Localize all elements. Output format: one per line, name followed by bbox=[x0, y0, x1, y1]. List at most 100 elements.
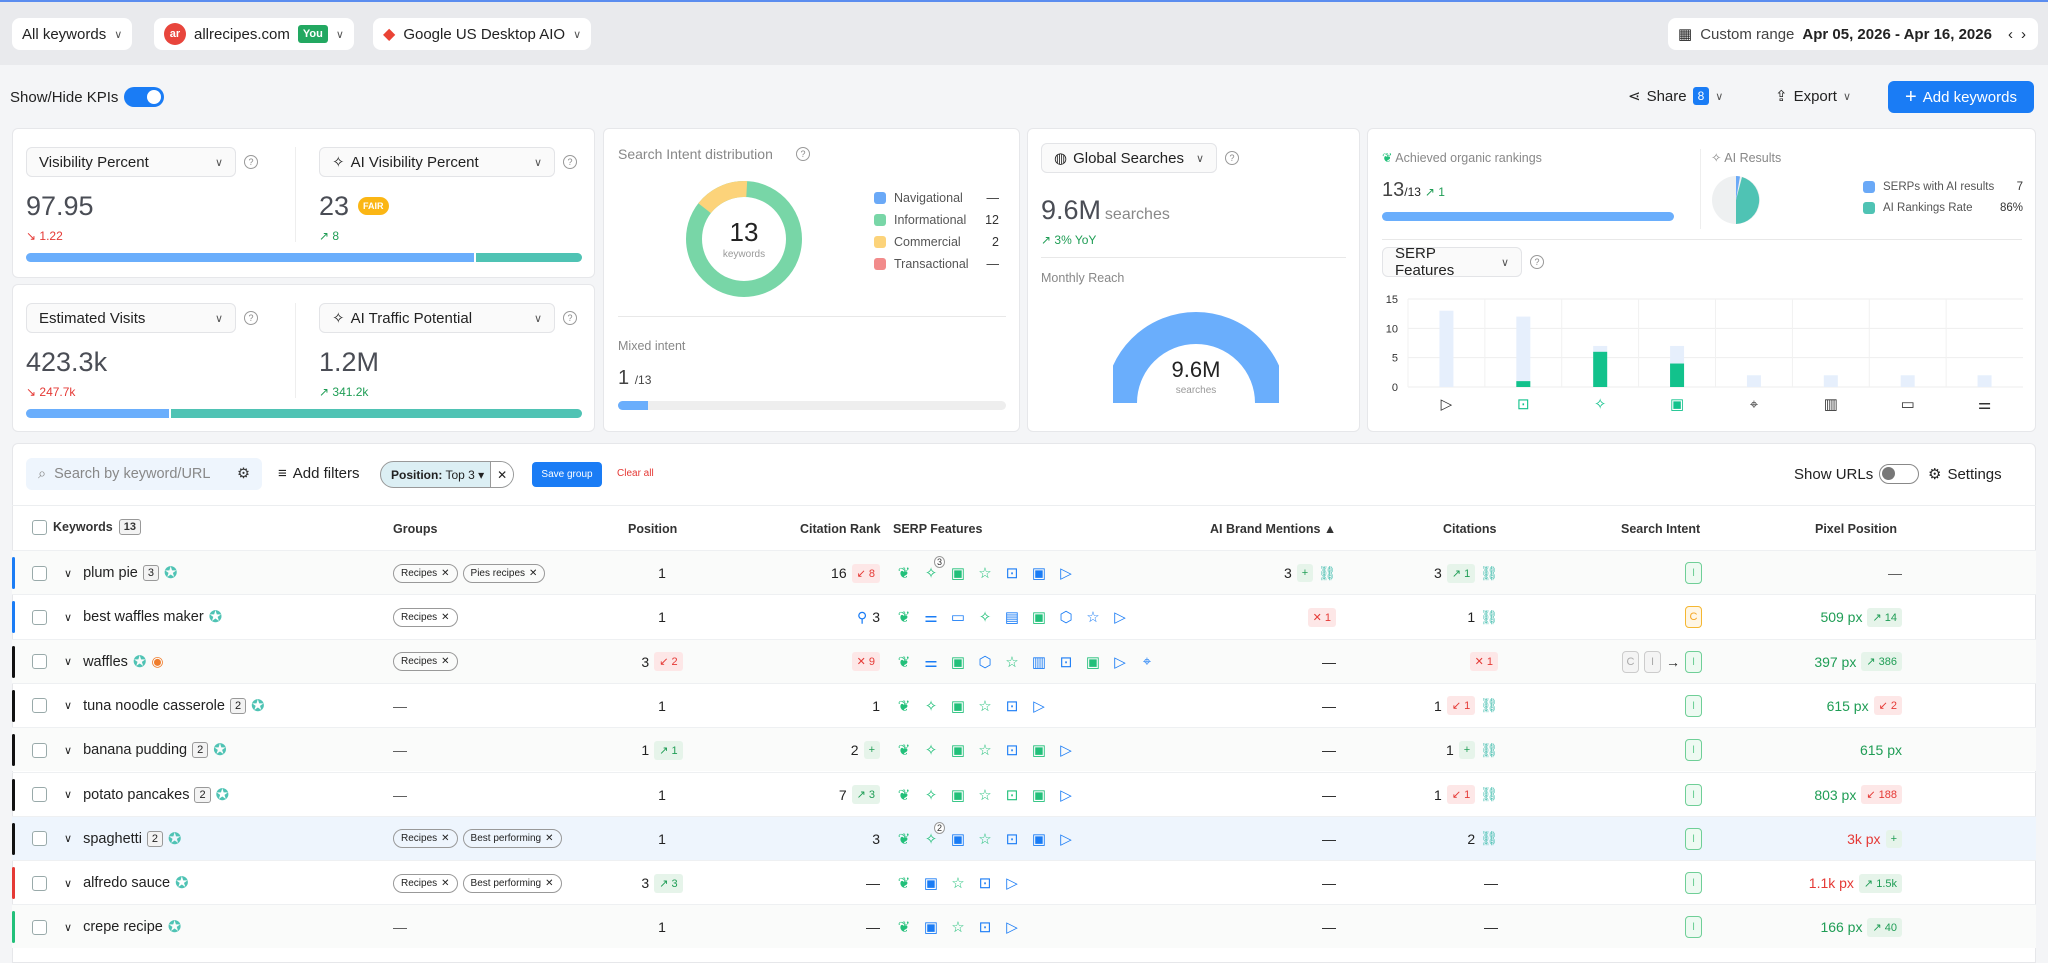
show-urls-toggle[interactable]: Show URLs bbox=[1794, 464, 1920, 484]
table-row[interactable]: ∨ alfredo sauce ✪ Recipes ✕ Best performing ✕ 3… bbox=[12, 860, 2036, 904]
leaf-icon[interactable]: ❦ bbox=[897, 565, 911, 582]
kpi-toggle-switch[interactable] bbox=[124, 87, 165, 107]
help-icon[interactable]: ? bbox=[1225, 151, 1239, 165]
chat-icon[interactable]: ⊡ bbox=[1005, 565, 1019, 582]
ai-icon[interactable]: ✧ bbox=[924, 697, 938, 715]
img-icon[interactable]: ▣ bbox=[1031, 742, 1047, 760]
video-icon[interactable]: ▷ bbox=[1060, 786, 1072, 804]
export-button[interactable]: ⇪ Export ∨ bbox=[1775, 87, 1851, 106]
cube-icon[interactable]: ⬡ bbox=[1059, 609, 1073, 627]
video-icon[interactable]: ▷ bbox=[1060, 830, 1072, 848]
kpi-toggle[interactable]: Show/Hide KPIs bbox=[10, 87, 165, 107]
visibility-metric-select[interactable]: Visibility Percent ∨ bbox=[26, 147, 236, 177]
leaf-icon[interactable]: ❦ bbox=[897, 653, 911, 671]
link-icon[interactable]: ⛓ bbox=[1480, 697, 1498, 714]
star-icon[interactable]: ☆ bbox=[951, 919, 965, 937]
header-keywords[interactable]: Keywords 13 bbox=[32, 519, 141, 535]
header-pixel-position[interactable]: Pixel Position bbox=[1815, 522, 1897, 536]
engine-dropdown[interactable]: ◆ Google US Desktop AIO ∨ bbox=[373, 18, 592, 50]
img-icon[interactable]: ▣ bbox=[950, 697, 966, 715]
table-row[interactable]: ∨ waffles ✪ ◉ Recipes ✕ 3 ↙ 2 ✕ 9 ❦ ⚌ ▣ ⬡ ☆ ▥ ⊡ ▣ ▷ ⌖ — ✕ 1 C… bbox=[12, 638, 2036, 683]
row-checkbox[interactable] bbox=[32, 875, 47, 891]
row-checkbox[interactable] bbox=[32, 919, 47, 935]
help-icon[interactable]: ? bbox=[796, 147, 810, 161]
table-row[interactable]: ∨ spaghetti 2 ✪ Recipes ✕ Best performing ✕ 1 3 ❦ ✧… bbox=[12, 815, 2036, 860]
chat-icon[interactable]: ⊡ bbox=[1059, 653, 1073, 671]
chat-icon[interactable]: ⊡ bbox=[978, 875, 992, 893]
link-icon[interactable]: ⛓ bbox=[1318, 564, 1336, 581]
header-ai-brand-mentions[interactable]: AI Brand Mentions ▲ bbox=[1210, 522, 1337, 536]
link-icon[interactable]: ⛓ bbox=[1480, 830, 1498, 847]
img-icon[interactable]: ▣ bbox=[1031, 565, 1047, 582]
cube-icon[interactable]: ⬡ bbox=[978, 653, 992, 671]
expand-chevron-icon[interactable]: ∨ bbox=[64, 744, 73, 757]
table-row[interactable]: ∨ banana pudding 2 ✪ —1 ↗ 1 2 + ❦ ✧ ▣ ☆ ⊡ ▣ ▷ —1 + ⛓ I 615 … bbox=[12, 727, 2036, 772]
video-icon[interactable]: ▷ bbox=[1006, 875, 1018, 893]
row-checkbox[interactable] bbox=[32, 565, 47, 581]
leaf-icon[interactable]: ❦ bbox=[897, 875, 911, 893]
group-tag[interactable]: Recipes ✕ bbox=[393, 829, 458, 849]
header-citations[interactable]: Citations bbox=[1443, 522, 1497, 536]
star-icon[interactable]: ☆ bbox=[951, 875, 965, 893]
header-citation-rank[interactable]: Citation Rank bbox=[800, 522, 881, 536]
video-icon[interactable]: ▷ bbox=[1114, 653, 1126, 671]
group-tag[interactable]: Recipes ✕ bbox=[393, 873, 458, 893]
select-all-checkbox[interactable] bbox=[32, 519, 47, 535]
settings-button[interactable]: ⚙ Settings bbox=[1928, 465, 2002, 484]
ai-traffic-select[interactable]: ✧ AI Traffic Potential ∨ bbox=[319, 303, 555, 333]
leaf-icon[interactable]: ❦ bbox=[897, 609, 911, 627]
help-icon[interactable]: ? bbox=[563, 311, 577, 325]
img-icon[interactable]: ▣ bbox=[1085, 653, 1101, 671]
expand-chevron-icon[interactable]: ∨ bbox=[64, 789, 73, 801]
img-icon[interactable]: ▣ bbox=[950, 830, 966, 848]
keyword-text[interactable]: waffles bbox=[83, 653, 128, 670]
expand-chevron-icon[interactable]: ∨ bbox=[64, 656, 73, 669]
ai-icon[interactable]: ✧ bbox=[924, 742, 938, 760]
serp-features-select[interactable]: SERP Features ∨ bbox=[1382, 245, 1522, 279]
star-icon[interactable]: ☆ bbox=[978, 830, 992, 848]
row-checkbox[interactable] bbox=[32, 787, 47, 802]
video-icon[interactable]: ▷ bbox=[1114, 609, 1126, 627]
position-filter-chip[interactable]: Position: Top 3 ▾ ✕ bbox=[380, 461, 515, 488]
show-urls-switch[interactable] bbox=[1879, 464, 1920, 484]
table-row[interactable]: ∨ potato pancakes 2 ✪ —1 7 ↗ 3 ❦ ✧ ▣ ☆ ⊡ ▣ ▷ —1 ↙ 1 ⛓ I 80… bbox=[12, 771, 2036, 816]
help-icon[interactable]: ? bbox=[1530, 255, 1544, 269]
video-icon[interactable]: ▷ bbox=[1060, 742, 1072, 760]
star-icon[interactable]: ☆ bbox=[978, 742, 992, 760]
star-icon[interactable]: ☆ bbox=[978, 786, 992, 804]
row-checkbox[interactable] bbox=[32, 742, 47, 758]
keyword-text[interactable]: tuna noodle casserole bbox=[83, 697, 225, 714]
sliders-icon[interactable]: ⚌ bbox=[924, 653, 938, 671]
keyword-text[interactable]: banana pudding bbox=[83, 742, 188, 759]
remove-group-icon[interactable]: ✕ bbox=[529, 567, 538, 579]
sliders-icon[interactable]: ⚌ bbox=[924, 609, 938, 627]
table-row[interactable]: ∨ crepe recipe ✪ — 1 — ❦ ▣ ☆ ⊡ ▷ — — I 166 px ↗ 40 bbox=[12, 904, 2036, 949]
img-icon[interactable]: ▣ bbox=[1031, 786, 1047, 804]
link-icon[interactable]: ⛓ bbox=[1480, 741, 1498, 758]
img-icon[interactable]: ▣ bbox=[950, 786, 966, 804]
remove-group-icon[interactable]: ✕ bbox=[441, 833, 450, 845]
keyword-search-input[interactable]: ⌕ Search by keyword/URL ⚙ bbox=[26, 458, 262, 490]
img-icon[interactable]: ▣ bbox=[1031, 609, 1047, 627]
chat-icon[interactable]: ⊡ bbox=[1005, 697, 1019, 715]
remove-group-icon[interactable]: ✕ bbox=[441, 567, 450, 579]
add-keywords-button[interactable]: + Add keywords bbox=[1888, 81, 2034, 113]
expand-chevron-icon[interactable]: ∨ bbox=[64, 700, 73, 713]
next-range-icon[interactable]: › bbox=[2020, 25, 2026, 43]
chat-icon[interactable]: ⊡ bbox=[1005, 786, 1019, 804]
ai-visibility-select[interactable]: ✧ AI Visibility Percent ∨ bbox=[319, 147, 555, 177]
keyword-text[interactable]: potato pancakes bbox=[83, 786, 190, 803]
video-icon[interactable]: ▷ bbox=[1033, 697, 1045, 715]
global-searches-select[interactable]: ◍ Global Searches ∨ bbox=[1041, 143, 1217, 173]
book-icon[interactable]: ▥ bbox=[1031, 653, 1047, 671]
ai-icon[interactable]: ✧ 2 bbox=[921, 821, 945, 848]
group-tag[interactable]: Best performing ✕ bbox=[462, 829, 562, 849]
expand-chevron-icon[interactable]: ∨ bbox=[64, 921, 73, 934]
ai-icon[interactable]: ✧ 3 bbox=[921, 556, 945, 582]
remove-group-icon[interactable]: ✕ bbox=[441, 656, 450, 668]
img-icon[interactable]: ▣ bbox=[950, 742, 966, 760]
group-tag[interactable]: Recipes ✕ bbox=[393, 607, 458, 627]
pin-icon[interactable]: ⌖ bbox=[1142, 653, 1152, 671]
link-icon[interactable]: ⛓ bbox=[1480, 786, 1498, 802]
keyword-text[interactable]: spaghetti bbox=[83, 830, 142, 847]
